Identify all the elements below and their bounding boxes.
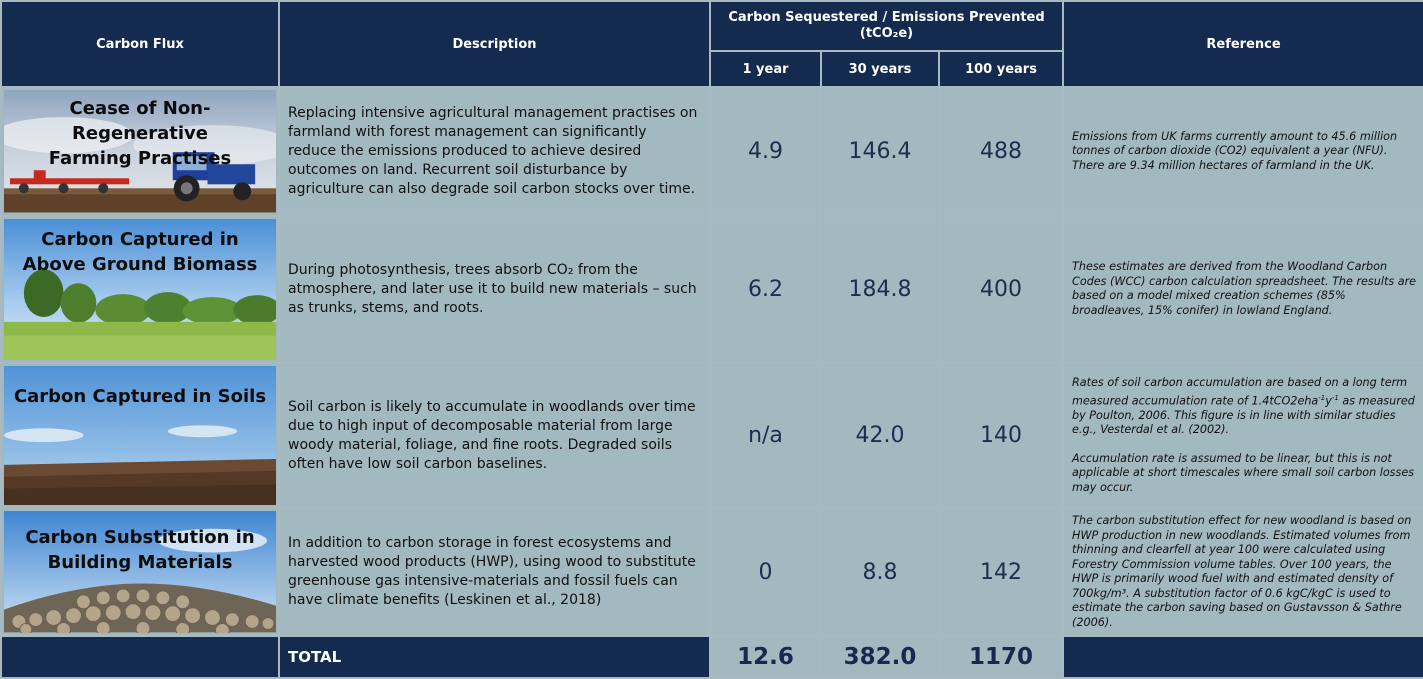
- total-100-years: 1170: [937, 634, 1065, 679]
- value-1-year: n/a: [709, 362, 822, 510]
- value-1-year: 0: [709, 507, 822, 637]
- reference-paragraph: Accumulation rate is assumed to be linea…: [1072, 451, 1415, 494]
- description-substitution: In addition to carbon storage in forest …: [278, 507, 711, 637]
- reference-farming: Emissions from UK farms currently amount…: [1062, 86, 1423, 217]
- plowed-soil-photo: Carbon Captured in Soils: [4, 366, 276, 506]
- flux-title-line2: Farming Practises: [48, 148, 232, 170]
- total-reference-spacer: [1062, 634, 1423, 679]
- header-description-label: Description: [452, 36, 537, 52]
- table-row: Carbon Captured in Above Ground Biomass …: [0, 214, 1423, 365]
- value-100-years: 400: [937, 214, 1065, 365]
- table-row: Carbon Captured in Soils Soil carbon is …: [0, 362, 1423, 510]
- value-100-years: 140: [937, 362, 1065, 510]
- header-description: Description: [278, 0, 711, 89]
- header-reference: Reference: [1062, 0, 1423, 89]
- flux-title-line1: Carbon Captured in Soils: [13, 386, 267, 408]
- reference-text-mid: y: [1325, 394, 1332, 408]
- flux-cell-farming: Cease of Non-Regenerative Farming Practi…: [0, 86, 280, 217]
- value-1-year: 4.9: [709, 86, 822, 217]
- description-soils: Soil carbon is likely to accumulate in w…: [278, 362, 711, 510]
- flux-title-substitution: Carbon Substitution in Building Material…: [4, 525, 276, 575]
- flux-title-farming: Cease of Non-Regenerative Farming Practi…: [4, 96, 276, 171]
- value-100-years: 488: [937, 86, 1065, 217]
- value-100-years: 142: [937, 507, 1065, 637]
- description-farming: Replacing intensive agricultural managem…: [278, 86, 711, 217]
- flux-cell-biomass: Carbon Captured in Above Ground Biomass: [0, 214, 280, 365]
- flux-title-line2: Building Materials: [47, 552, 233, 574]
- flux-title-biomass: Carbon Captured in Above Ground Biomass: [4, 227, 276, 277]
- description-biomass: During photosynthesis, trees absorb CO₂ …: [278, 214, 711, 365]
- flux-title-line1: Carbon Substitution in: [25, 527, 255, 549]
- tractor-field-photo: Cease of Non-Regenerative Farming Practi…: [4, 90, 276, 213]
- header-1-year: 1 year: [709, 50, 822, 89]
- reference-superscript: -1: [1331, 393, 1339, 402]
- reference-biomass: These estimates are derived from the Woo…: [1062, 214, 1423, 365]
- total-30-years: 382.0: [820, 634, 940, 679]
- reference-text-part1: Rates of soil carbon accumulation are ba…: [1072, 376, 1408, 408]
- value-30-years: 184.8: [820, 214, 940, 365]
- total-spacer: [0, 634, 280, 679]
- flux-title-line1: Cease of Non-Regenerative: [69, 98, 211, 145]
- value-30-years: 8.8: [820, 507, 940, 637]
- value-30-years: 146.4: [820, 86, 940, 217]
- header-100-years: 100 years: [937, 50, 1065, 89]
- total-1-year: 12.6: [709, 634, 822, 679]
- flux-cell-substitution: Carbon Substitution in Building Material…: [0, 507, 280, 637]
- header-carbon-flux: Carbon Flux: [0, 0, 280, 89]
- reference-paragraph: Rates of soil carbon accumulation are ba…: [1072, 376, 1417, 438]
- reference-soils: Rates of soil carbon accumulation are ba…: [1062, 362, 1423, 510]
- header-reference-label: Reference: [1206, 36, 1281, 52]
- value-1-year: 6.2: [709, 214, 822, 365]
- table-row: Cease of Non-Regenerative Farming Practi…: [0, 86, 1423, 217]
- header-sequestered-unit: (tCO₂e): [859, 26, 914, 42]
- header-sequestered-label: Carbon Sequestered / Emissions Prevented: [728, 10, 1045, 26]
- flux-title-line2: Above Ground Biomass: [22, 253, 258, 275]
- header-sequestered: Carbon Sequestered / Emissions Prevented…: [708, 0, 1065, 53]
- header-carbon-flux-label: Carbon Flux: [96, 36, 184, 52]
- total-row: TOTAL 12.6 382.0 1170: [0, 634, 1423, 679]
- value-30-years: 42.0: [820, 362, 940, 510]
- total-label: TOTAL: [278, 634, 711, 679]
- tree-line-photo: Carbon Captured in Above Ground Biomass: [4, 218, 276, 361]
- log-pile-photo: Carbon Substitution in Building Material…: [4, 511, 276, 633]
- reference-superscript: -1: [1318, 393, 1326, 402]
- flux-title-soils: Carbon Captured in Soils: [4, 384, 276, 409]
- header-30-years: 30 years: [820, 50, 940, 89]
- reference-text-part2: as measured by Poulton, 2006. This figur…: [1072, 394, 1415, 437]
- flux-cell-soils: Carbon Captured in Soils: [0, 362, 280, 510]
- flux-title-line1: Carbon Captured in: [41, 228, 239, 250]
- reference-substitution: The carbon substitution effect for new w…: [1062, 507, 1423, 637]
- table-row: Carbon Substitution in Building Material…: [0, 507, 1423, 637]
